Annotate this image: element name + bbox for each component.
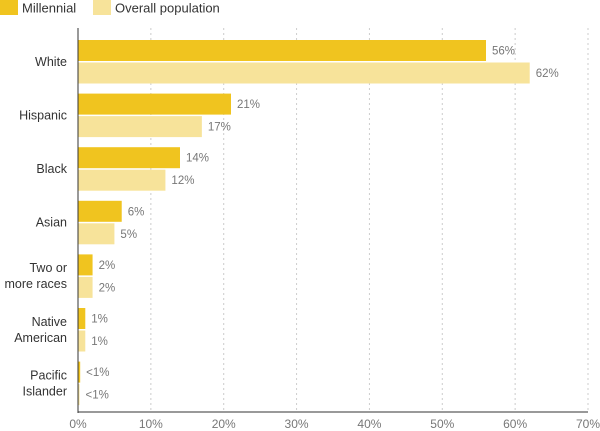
bar: [78, 276, 93, 298]
value-label: <1%: [86, 367, 109, 379]
category-labels: White Hispanic Black Asian Two or more races N…: [4, 55, 67, 399]
value-label: 14%: [186, 153, 209, 165]
value-label: 2%: [99, 282, 116, 294]
value-label: <1%: [86, 390, 109, 402]
bar: [78, 62, 530, 84]
category-label: Islander: [23, 384, 67, 398]
value-label: 12%: [171, 175, 194, 187]
value-label: 1%: [91, 336, 108, 348]
value-label: 1%: [91, 314, 108, 326]
legend-swatch: [93, 0, 111, 15]
value-label: 2%: [99, 260, 116, 272]
value-label: 21%: [237, 99, 260, 111]
bar: [78, 223, 115, 245]
tick-label: 60%: [503, 417, 527, 431]
tick-label: 70%: [576, 417, 600, 431]
legend-label: Millennial: [22, 1, 76, 16]
category-label: Black: [36, 162, 67, 176]
value-label: 62%: [536, 68, 559, 80]
value-label: 17%: [208, 122, 231, 134]
bar: [78, 200, 122, 222]
legend-label: Overall population: [115, 1, 220, 16]
category-label: Native: [32, 315, 67, 329]
grid: [150, 28, 589, 412]
category-label: more races: [4, 277, 67, 291]
bar: [78, 308, 86, 329]
bars: 56% 62% 21% 17% 14% 12% 6% 5% 2% 2% 1% 1% <1% <1%: [78, 40, 559, 406]
tick-label: 40%: [357, 417, 381, 431]
bar: [78, 147, 180, 169]
bar: [78, 330, 86, 352]
category-label: White: [35, 55, 67, 69]
bar: [78, 361, 81, 383]
bar: [78, 40, 486, 61]
legend-swatch: [0, 0, 18, 15]
category-label: Two or: [29, 261, 67, 275]
tick-label: 50%: [430, 417, 454, 431]
value-label: 56%: [492, 46, 515, 58]
tick-label: 30%: [285, 417, 309, 431]
bar: [78, 116, 202, 138]
tick-label: 20%: [212, 417, 236, 431]
bar: [78, 254, 93, 276]
category-label: American: [14, 331, 67, 345]
value-label: 6%: [128, 206, 145, 218]
tick-label: 10%: [139, 417, 163, 431]
legend: Millennial Overall population: [0, 0, 220, 16]
bar: [78, 384, 80, 406]
category-label: Hispanic: [19, 108, 67, 122]
category-label: Asian: [36, 216, 67, 230]
category-label: Pacific: [30, 368, 67, 382]
tick-label: 0%: [69, 417, 87, 431]
value-label: 5%: [120, 229, 137, 241]
bar: [78, 93, 231, 115]
x-axis: 0% 10% 20% 30% 40% 50% 60% 70%: [69, 28, 600, 431]
bar: [78, 169, 166, 191]
